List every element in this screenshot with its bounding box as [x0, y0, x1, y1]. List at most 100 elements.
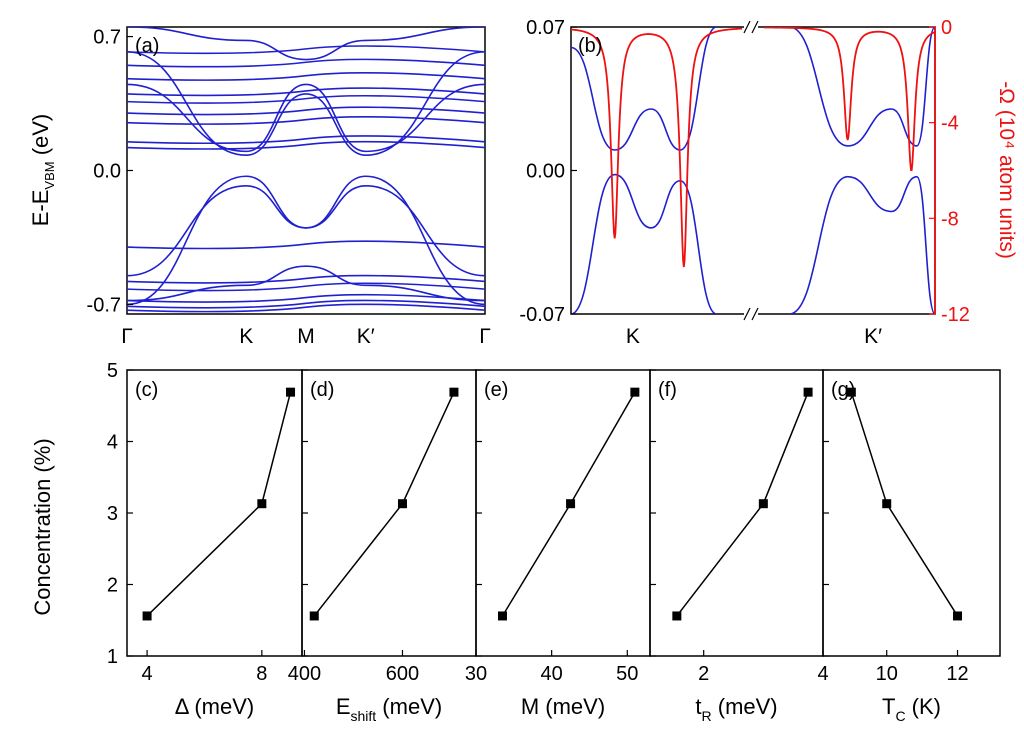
ytick-label: -0.7	[87, 294, 121, 316]
data-line	[850, 391, 959, 617]
xtick-label: 10	[876, 663, 898, 685]
xtick-label: Γ	[479, 325, 491, 348]
flat-band-line	[127, 274, 485, 284]
panel-a-xticks: Γ K M K′ Γ	[121, 325, 491, 348]
berry-curvature-line	[571, 27, 743, 268]
panel-e: (e) 30 40 50 M (meV)	[465, 369, 651, 719]
xtick-label: 8	[256, 663, 267, 685]
flat-band-line	[127, 115, 485, 125]
xlabel: Eshift (meV)	[336, 694, 442, 724]
panel-d: (d) 400 600 Eshift (meV)	[288, 369, 477, 724]
ytick-label: 5	[107, 360, 118, 382]
xlabel: M (meV)	[521, 694, 605, 719]
data-point	[846, 387, 856, 397]
xtick-label: 12	[946, 663, 968, 685]
xtick-label: K′	[864, 325, 882, 348]
data-point	[630, 387, 640, 397]
dispersive-band-line	[127, 51, 485, 156]
ytick-label: 1	[107, 646, 118, 668]
panel-label: (g)	[831, 379, 855, 401]
panel-f: (f) 2 4 tR (meV)	[649, 369, 829, 724]
flat-band-line	[127, 303, 485, 313]
data-point	[803, 387, 813, 397]
panel-frame	[822, 369, 1001, 657]
ytick-label: -0.07	[519, 304, 565, 326]
xlabel-sub: C	[895, 708, 905, 724]
panel-b-xticks: K K′	[626, 325, 882, 348]
right-ytick-label: -12	[941, 304, 970, 326]
ytick-label: 4	[107, 432, 118, 454]
data-point	[142, 611, 152, 621]
xlabel-main: t	[695, 694, 701, 719]
panel-c: (c) 4 8Δ (meV)	[126, 369, 303, 719]
panel-b-frame	[570, 26, 936, 315]
panel-b-zoom-berry: (b) 0.07 0.00 -0.07 0 -4 -8 -12 K K′ -Ω (10⁴ a…	[519, 17, 1018, 348]
xtick-label: K	[626, 325, 640, 348]
flat-band-line	[127, 71, 485, 81]
xlabel-main: Δ (meV)	[175, 694, 254, 719]
xlabel-tail: (meV)	[376, 694, 442, 719]
flat-band-line	[127, 58, 485, 68]
data-line	[313, 391, 455, 617]
data-point	[672, 611, 682, 621]
panel-b-bands	[571, 27, 935, 314]
xtick-label: M	[297, 325, 315, 348]
xtick-label: 4	[817, 663, 828, 685]
data-point	[286, 387, 296, 397]
axis-break-top	[743, 20, 759, 34]
conduction-band-line	[789, 27, 935, 147]
data-point	[566, 499, 576, 509]
panel-label: (d)	[310, 379, 334, 401]
xlabel-sub: shift	[351, 708, 377, 724]
panel-a-frame	[126, 26, 486, 315]
right-ytick-label: -4	[941, 113, 959, 135]
xlabel-tail: (K)	[906, 694, 941, 719]
panel-label: (e)	[484, 379, 508, 401]
panel-b-berry-curvature	[571, 27, 935, 268]
xlabel: Δ (meV)	[175, 694, 254, 719]
panel-a-bands	[127, 27, 485, 313]
panel-b-yticks: 0.07 0.00 -0.07	[519, 17, 577, 326]
xlabel-main: E	[336, 694, 351, 719]
ylabel-main: E-E	[28, 190, 53, 227]
panel-a-ylabel: E-EVBM (eV)	[28, 114, 57, 227]
data-point	[758, 499, 768, 509]
valence-band-line	[789, 175, 935, 314]
axis-break-bottom	[743, 307, 759, 321]
data-point	[449, 387, 459, 397]
data-point	[497, 611, 507, 621]
data-point	[882, 499, 892, 509]
xlabel-sub: R	[702, 708, 712, 724]
xtick-label: 600	[386, 663, 419, 685]
berry-curvature-line	[763, 27, 935, 171]
panel-a-yticks: 0.7 0.0 -0.7	[87, 27, 133, 316]
ytick-label: 0.0	[93, 161, 121, 183]
flat-band-line	[127, 106, 485, 116]
xtick-label: K	[239, 325, 253, 348]
bottom-ylabel: Concentration (%)	[30, 438, 55, 615]
xtick-label: 50	[616, 663, 638, 685]
xtick-label: 4	[142, 663, 153, 685]
flat-band-line	[127, 140, 485, 150]
data-line	[676, 391, 809, 617]
data-point	[397, 499, 407, 509]
dispersive-band-line	[127, 185, 485, 277]
data-point	[257, 499, 267, 509]
ytick-label: 0.00	[526, 161, 565, 183]
xlabel-tail: (meV)	[712, 694, 778, 719]
ytick-label: 0.07	[526, 17, 565, 39]
panel-b-label: (b)	[578, 35, 602, 57]
flat-band-line	[127, 94, 485, 104]
xlabel: TC (K)	[882, 694, 941, 724]
panel-frame	[301, 369, 477, 657]
flat-band-line	[127, 87, 485, 97]
xtick-label: K′	[357, 325, 375, 348]
xlabel-main: M (meV)	[521, 694, 605, 719]
flat-band-line	[127, 282, 485, 292]
ylabel-sub: VBM	[42, 161, 57, 189]
ytick-label: 0.7	[93, 27, 121, 49]
flat-band-line	[127, 135, 485, 145]
panel-b-right-ylabel: -Ω (10⁴ atom units)	[995, 81, 1018, 259]
